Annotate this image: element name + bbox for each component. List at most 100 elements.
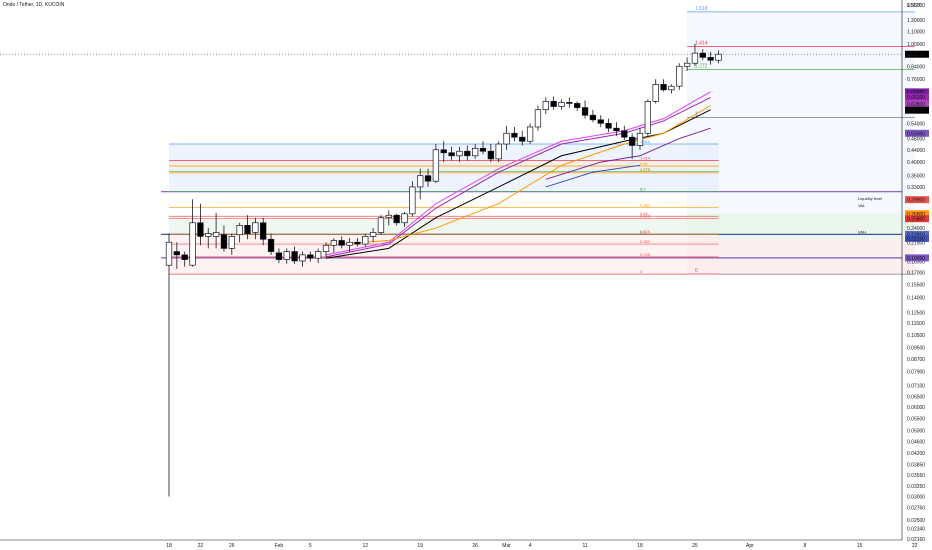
candle[interactable] (299, 254, 306, 262)
candle[interactable] (715, 53, 722, 61)
candle[interactable] (346, 241, 353, 246)
y-tick-label: 0.03250 (907, 484, 925, 490)
candle[interactable] (699, 52, 706, 58)
candle[interactable] (165, 241, 173, 266)
candle[interactable] (487, 150, 494, 160)
candle[interactable] (581, 107, 589, 116)
candle[interactable] (605, 122, 612, 129)
candle[interactable] (440, 149, 447, 154)
y-tick-label: 0.06500 (907, 395, 925, 401)
y-tick-label: 0.11500 (907, 321, 925, 327)
candle[interactable] (550, 101, 557, 107)
candle[interactable] (354, 241, 361, 245)
x-tick-label: 19 (417, 543, 423, 549)
candle[interactable] (589, 114, 597, 121)
y-tick-label: 1.10000 (907, 29, 925, 35)
candle[interactable] (283, 251, 290, 260)
price-tag-label: 0.66200 (907, 95, 925, 101)
candle[interactable] (220, 234, 228, 249)
x-tick-label: 18 (637, 543, 643, 549)
candle[interactable] (393, 214, 400, 224)
candle[interactable] (409, 186, 416, 215)
candle[interactable] (668, 85, 675, 91)
price-tag-bg (905, 88, 929, 96)
candle[interactable] (534, 109, 542, 128)
candle[interactable] (197, 222, 204, 237)
candle[interactable] (660, 84, 667, 91)
candle[interactable] (244, 225, 251, 234)
candle[interactable] (338, 240, 345, 246)
candle[interactable] (362, 236, 369, 245)
candle[interactable] (511, 132, 518, 138)
candle[interactable] (456, 150, 463, 157)
y-tick-label: 0.07900 (907, 370, 925, 376)
candle[interactable] (479, 147, 487, 152)
candle[interactable] (236, 225, 243, 236)
candle[interactable] (597, 119, 604, 124)
price-tag-bg (905, 210, 929, 218)
candle[interactable] (472, 147, 479, 157)
y-tick-label: 0.18500 (907, 260, 925, 266)
candle[interactable] (432, 149, 440, 182)
price-tag-label: 0.19050 (907, 256, 925, 262)
candle[interactable] (519, 136, 526, 142)
candle[interactable] (377, 217, 385, 233)
candle[interactable] (315, 251, 322, 259)
candle[interactable] (652, 84, 659, 102)
candle[interactable] (574, 103, 581, 108)
candle[interactable] (628, 136, 636, 146)
y-tick-label: 0.54000 (907, 121, 925, 127)
candle[interactable] (275, 252, 283, 260)
x-axis: 18 22 26 Feb 5 12 19 26 Mar 4 11 18 25 Apr 8 15 22 (0, 539, 918, 549)
candle[interactable] (181, 254, 188, 260)
candle[interactable] (260, 222, 267, 240)
candle[interactable] (267, 238, 275, 252)
x-tick-label: 22 (198, 543, 204, 549)
candle[interactable] (424, 175, 432, 182)
candle[interactable] (636, 132, 644, 146)
candle[interactable] (173, 251, 181, 256)
y-tick-label: 0.07100 (907, 383, 925, 389)
candle[interactable] (691, 52, 699, 64)
y-tick-label: 0.04600 (907, 439, 925, 445)
candle[interactable] (252, 222, 259, 233)
candle[interactable] (613, 127, 620, 132)
candle[interactable] (566, 102, 573, 104)
candle[interactable] (401, 213, 408, 224)
candle[interactable] (205, 233, 212, 237)
candle[interactable] (212, 232, 220, 237)
price-tag: 0.68880 (905, 88, 929, 96)
candle[interactable] (526, 126, 534, 142)
candle[interactable] (676, 65, 683, 87)
candle[interactable] (495, 143, 502, 160)
candle[interactable] (448, 152, 455, 157)
candle[interactable] (369, 232, 377, 237)
x-tick-label: 18 (166, 543, 172, 549)
price-tag-label: 0.50000 (907, 131, 925, 137)
candle[interactable] (707, 57, 714, 61)
candle[interactable] (558, 102, 565, 107)
candle[interactable] (228, 236, 235, 249)
fib-level-label: 1.414 (695, 40, 708, 46)
candle[interactable] (464, 150, 471, 157)
fib-level-label: 1.618 (695, 6, 708, 12)
y-tick-label: 0.14000 (907, 296, 925, 302)
left-fib-level-label: 0.618 (640, 168, 651, 173)
candle[interactable] (683, 62, 691, 67)
candle[interactable] (307, 254, 314, 259)
y-tick-label: 0.15500 (907, 283, 925, 289)
candle[interactable] (503, 132, 510, 145)
candle[interactable] (542, 101, 549, 111)
y-tick-label: 0.05500 (907, 416, 925, 422)
candle[interactable] (621, 130, 628, 138)
candle[interactable] (291, 251, 298, 262)
price-tag-label: 0.25800 (907, 217, 925, 223)
candle[interactable] (322, 244, 330, 252)
candle[interactable] (189, 222, 196, 266)
candle[interactable] (644, 101, 651, 134)
candle[interactable] (385, 214, 392, 219)
candle[interactable] (330, 240, 337, 246)
candle[interactable] (417, 175, 424, 188)
